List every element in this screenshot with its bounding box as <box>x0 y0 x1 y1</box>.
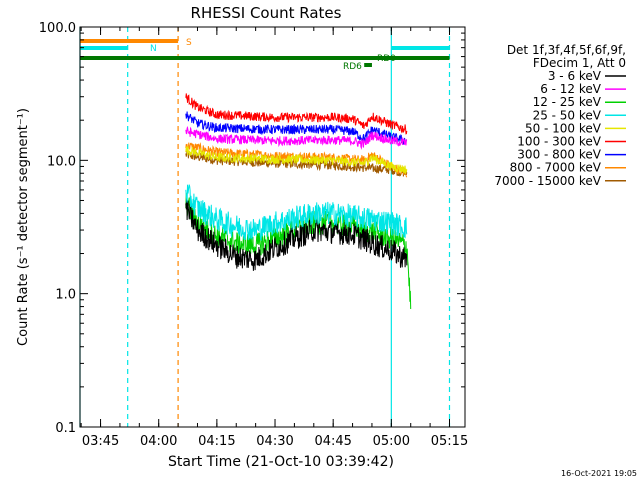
y-axis-label: Count Rate (s⁻¹ detector segment⁻¹) <box>16 108 31 346</box>
annotations: S N RD0 RD6 <box>150 38 396 72</box>
y-tick-label: 1.0 <box>55 288 76 303</box>
x-tick-label: 04:30 <box>256 434 293 449</box>
legend-header-line-2: FDecim 1, Att 0 <box>533 56 626 70</box>
annotation-label: RD6 <box>343 62 362 72</box>
x-axis-ticks: 03:45 04:00 04:15 04:30 04:45 05:00 05:15 <box>80 27 468 449</box>
x-tick-label: 03:45 <box>82 434 119 449</box>
x-axis-label: Start Time (21-Oct-10 03:39:42) <box>168 454 394 470</box>
series-line <box>185 125 408 150</box>
legend-item-label: 800 - 7000 keV <box>510 161 602 175</box>
plot-frame <box>79 26 466 428</box>
x-tick-label: 05:15 <box>431 434 468 449</box>
y-axis-ticks: 0.1 1.0 10.0 100.0 <box>39 21 465 436</box>
x-tick-label: 05:00 <box>373 434 410 449</box>
x-tick-label: 04:00 <box>140 434 177 449</box>
legend-item-label: 12 - 25 keV <box>533 95 602 109</box>
legend-item-label: 100 - 300 keV <box>517 135 601 149</box>
legend-header-line-1: Det 1f,3f,4f,5f,6f,9f, <box>507 43 626 57</box>
annotation-label: S <box>186 38 192 48</box>
series-line <box>185 196 408 271</box>
series-line <box>185 111 408 145</box>
plot-area <box>79 27 451 427</box>
legend-item-label: 300 - 800 keV <box>517 148 601 162</box>
timestamp: 16-Oct-2021 19:05 <box>561 469 637 478</box>
series-line <box>185 192 412 310</box>
legend-item-label: 25 - 50 keV <box>533 108 602 122</box>
x-tick-label: 04:15 <box>198 434 235 449</box>
legend-item-label: 50 - 100 keV <box>525 121 602 135</box>
x-tick-label: 04:45 <box>314 434 351 449</box>
y-tick-label: 0.1 <box>55 421 76 436</box>
y-tick-label: 10.0 <box>47 154 76 169</box>
series-line <box>185 93 408 135</box>
legend-item-label: 6 - 12 keV <box>540 82 602 96</box>
legend-item-label: 7000 - 15000 keV <box>494 174 601 188</box>
chart-title: RHESSI Count Rates <box>191 4 342 22</box>
annotation-label: RD0 <box>377 54 396 64</box>
legend-item-label: 3 - 6 keV <box>548 69 602 83</box>
series-line <box>185 184 408 242</box>
annotation-label: N <box>150 44 157 54</box>
y-tick-label: 100.0 <box>39 21 76 36</box>
series-line <box>185 146 408 174</box>
